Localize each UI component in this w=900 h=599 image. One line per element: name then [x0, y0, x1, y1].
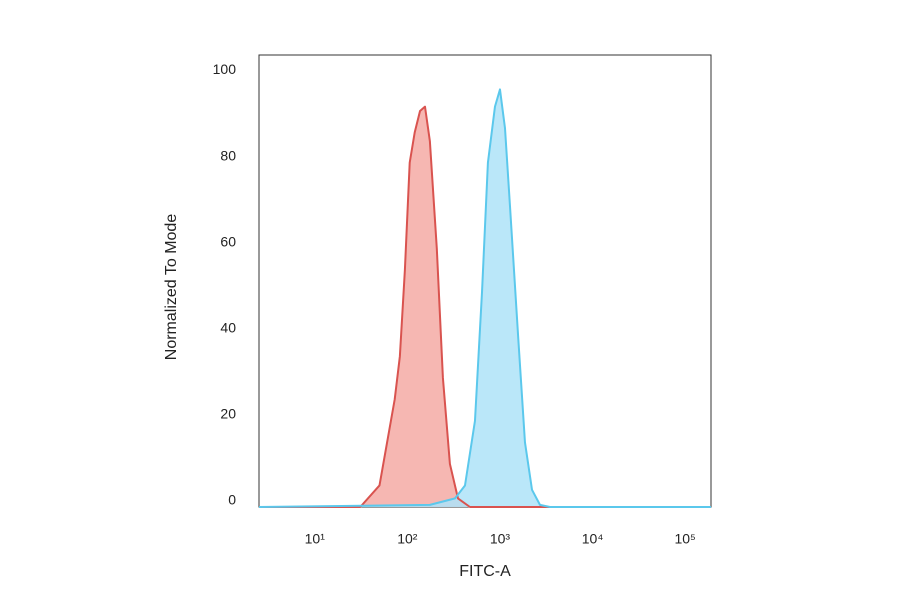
y-tick-label: 20 [220, 406, 236, 422]
y-tick-label: 60 [220, 233, 236, 249]
y-tick-label: 0 [228, 492, 236, 508]
x-tick-label: 10⁴ [582, 531, 604, 547]
line [258, 88, 711, 508]
x-tick-label: 10² [397, 531, 418, 547]
x-tick-label: 10³ [490, 531, 511, 547]
x-tick-label: 10¹ [305, 531, 326, 547]
x-axis-label: FITC-A [459, 563, 511, 580]
y-tick-label: 100 [213, 61, 237, 77]
area [259, 89, 711, 507]
x-tick-label: 10⁵ [674, 531, 695, 547]
y-tick-label: 80 [220, 147, 236, 163]
line [259, 105, 711, 508]
y-axis-label: Normalized To Mode [163, 214, 180, 361]
y-tick-label: 40 [220, 320, 236, 336]
